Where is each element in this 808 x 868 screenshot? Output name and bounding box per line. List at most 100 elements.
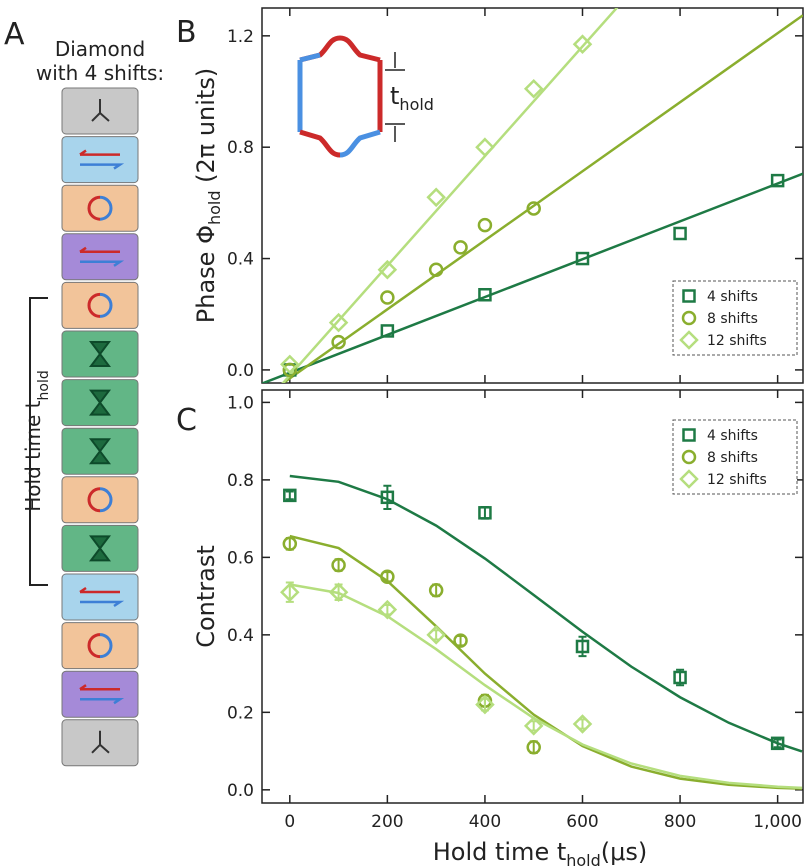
marker [380,324,395,338]
tile [61,281,139,329]
x-axis-label-text: Hold time t [433,838,567,866]
fit-line [281,8,619,383]
error-bar [578,718,587,730]
tile-icon [79,684,120,691]
error-bar [529,720,538,732]
fit-line [281,14,803,383]
y-axis-label-text: Phase Φ [192,225,220,323]
x-tick-label: 0 [284,812,295,832]
plot-area [262,8,803,383]
hold-label-text: Hold time t [21,400,45,511]
tile [61,233,139,281]
y-axis-label-text: Contrast [192,545,220,648]
legend: 4 shifts 8 shifts 12 shifts [672,419,798,495]
x-tick-label: 400 [469,812,501,832]
legend-marker [682,428,696,442]
marker [331,334,346,350]
error-bar [456,635,465,647]
marker [428,583,444,598]
annotation-sub: hold [399,95,434,114]
error-bar [432,629,441,641]
x-tick-label: 600 [566,812,598,832]
diagram-title: Diamond [55,37,145,61]
tile-icon [80,600,125,608]
marker [478,287,492,302]
marker [478,506,492,520]
inset-diagram [297,35,405,158]
y-tick-label: 0.0 [227,361,254,381]
tile-icon [91,99,110,122]
marker [328,582,349,603]
tile-stack [61,87,139,767]
tile-icon [87,487,101,513]
marker [523,78,544,99]
tile-icon [87,195,101,221]
legend-label: 8 shifts [707,311,758,327]
marker [572,34,593,54]
legend-marker [679,469,699,489]
marker [280,582,300,603]
tile [61,670,139,718]
marker [770,736,785,751]
marker [572,714,593,734]
marker [475,694,495,715]
marker [377,599,398,620]
error-bar [773,738,782,749]
marker [523,716,544,736]
marker [283,488,297,503]
marker [428,262,444,277]
marker [377,259,398,280]
tile-icon [99,487,113,513]
tile-icon [79,586,120,594]
tile-icon [80,260,125,267]
y-axis-label-sub: hold [205,191,224,226]
marker [380,490,395,505]
tile [61,184,139,232]
tile-icon [79,246,120,254]
legend-label: 12 shifts [707,472,767,488]
tile-icon [99,633,113,659]
tile-icon [99,195,113,221]
marker [282,362,298,378]
fit-line [289,474,803,753]
fit-line [262,172,803,383]
plot-frame [261,389,804,804]
y-axis-label: Contrast [192,545,220,648]
x-tick-label: 800 [664,812,696,832]
legend-marker [681,310,697,326]
annotation-text: t [390,82,399,110]
legend-label: 4 shifts [707,289,758,305]
legend-label: 8 shifts [707,450,758,466]
tile [61,476,139,524]
y-tick-label: 1.2 [227,27,254,47]
tile-icon [89,535,111,562]
error-bar [383,484,392,510]
marker [282,536,298,552]
legend-marker [679,330,699,350]
tile-icon [87,633,101,659]
legend-label: 4 shifts [707,428,758,444]
chart: C 0.0 0.2 0.4 0.6 0.8 1.0 0 200 400 600 800 1,000 Hol… [176,389,804,868]
y-tick-label: 0.2 [227,703,254,723]
marker [380,569,395,584]
marker [426,625,446,645]
tile-icon [89,438,111,465]
hold-label: Hold time thold [21,370,52,512]
panel-label: B [176,15,197,50]
x-tick-label: 200 [371,812,403,832]
panel-label: C [176,403,197,438]
error-bar [383,604,392,616]
x-axis-label-sub: hold [566,851,601,868]
y-tick-label: 1.0 [227,393,254,413]
annotation: thold [390,82,434,114]
error-bar [480,506,489,520]
marker [475,137,495,157]
y-axis-label: Phase Φhold (2π units) [192,68,224,323]
tile-icon [99,292,113,318]
fit-line [289,583,803,790]
marker [575,639,590,654]
marker [280,354,300,375]
tile [61,573,139,621]
